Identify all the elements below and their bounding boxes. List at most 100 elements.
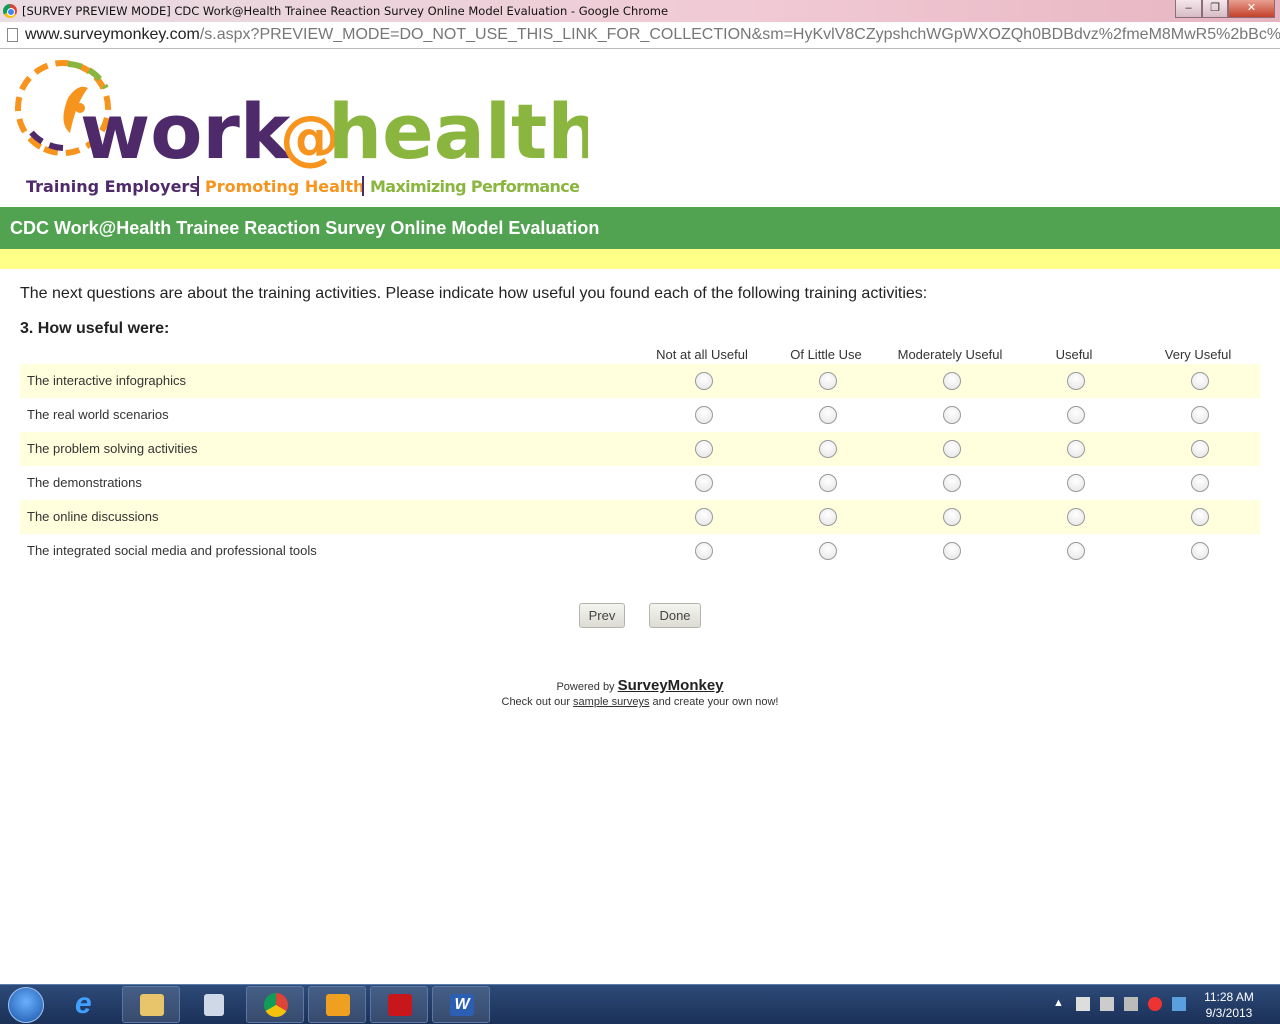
rating-radio[interactable]	[1191, 542, 1209, 560]
work-at-health-logo: work @ health Training Employers Promoti…	[8, 58, 601, 203]
column-header: Not at all Useful	[656, 347, 748, 362]
chrome-icon	[264, 993, 288, 1017]
rating-radio[interactable]	[695, 440, 713, 458]
rating-radio[interactable]	[1067, 508, 1085, 526]
rating-radio[interactable]	[819, 474, 837, 492]
close-button[interactable]: ✕	[1228, 0, 1275, 18]
show-hidden-icons[interactable]: ▲	[1053, 997, 1064, 1009]
url-text[interactable]: www.surveymonkey.com/s.aspx?PREVIEW_MODE…	[25, 26, 1280, 44]
rating-radio[interactable]	[695, 508, 713, 526]
matrix-row: The demonstrations	[20, 466, 1260, 500]
matrix-row: The real world scenarios	[20, 398, 1260, 432]
rating-radio[interactable]	[1191, 474, 1209, 492]
rating-radio[interactable]	[1067, 474, 1085, 492]
taskbar-chrome[interactable]	[246, 986, 304, 1023]
matrix-row: The online discussions	[20, 500, 1260, 534]
rating-radio[interactable]	[943, 508, 961, 526]
footer-promo: Check out our sample surveys and create …	[0, 696, 1280, 708]
taskbar-internet-explorer[interactable]: e	[60, 986, 118, 1023]
survey-title: CDC Work@Health Trainee Reaction Survey …	[0, 207, 1280, 249]
rating-radio[interactable]	[819, 542, 837, 560]
start-button[interactable]	[8, 987, 44, 1023]
promo-text-1: Check out our	[501, 696, 574, 708]
internet-explorer-icon: e	[75, 987, 92, 1020]
rating-radio[interactable]	[1191, 406, 1209, 424]
url-path: /s.aspx?PREVIEW_MODE=DO_NOT_USE_THIS_LIN…	[199, 26, 1280, 43]
taskbar-file-explorer[interactable]	[122, 986, 180, 1023]
svg-text:Promoting Health: Promoting Health	[205, 177, 364, 196]
row-label: The interactive infographics	[27, 373, 186, 388]
taskbar-calculator[interactable]	[184, 986, 242, 1023]
clock-date: 9/3/2013	[1205, 1006, 1253, 1020]
outlook-icon	[326, 994, 350, 1016]
powered-by: Powered by SurveyMonkey	[0, 677, 1280, 694]
rating-radio[interactable]	[695, 372, 713, 390]
folder-icon	[140, 994, 164, 1016]
promo-text-2: and create your own now!	[649, 696, 779, 708]
url-host: www.surveymonkey.com	[25, 26, 200, 43]
restore-button[interactable]: ❐	[1202, 0, 1228, 18]
rating-radio[interactable]	[819, 508, 837, 526]
action-center-flag-icon[interactable]	[1076, 997, 1090, 1011]
row-label: The demonstrations	[27, 475, 142, 490]
volume-muted-icon[interactable]	[1148, 997, 1162, 1011]
matrix-row: The problem solving activities	[20, 432, 1260, 466]
rating-radio[interactable]	[943, 372, 961, 390]
row-label: The integrated social media and professi…	[27, 543, 317, 558]
rating-radio[interactable]	[1067, 542, 1085, 560]
minimize-button[interactable]: –	[1175, 0, 1202, 18]
svg-text:Maximizing Performance: Maximizing Performance	[370, 177, 580, 196]
rating-radio[interactable]	[695, 406, 713, 424]
address-bar[interactable]: www.surveymonkey.com/s.aspx?PREVIEW_MODE…	[0, 22, 1280, 49]
logo-health: health	[328, 87, 588, 176]
column-header: Very Useful	[1164, 347, 1232, 362]
row-label: The online discussions	[27, 509, 159, 524]
power-icon[interactable]	[1100, 997, 1114, 1011]
svg-text:Training Employers: Training Employers	[26, 177, 199, 196]
taskbar: e W ▲ 11:28 AM 9/3/2013	[0, 984, 1280, 1024]
rating-radio[interactable]	[1067, 440, 1085, 458]
rating-radio[interactable]	[819, 440, 837, 458]
sample-surveys-link[interactable]: sample surveys	[573, 696, 650, 708]
powered-by-text: Powered by	[556, 681, 618, 693]
rating-radio[interactable]	[1191, 372, 1209, 390]
rating-radio[interactable]	[943, 440, 961, 458]
rating-radio[interactable]	[819, 406, 837, 424]
intro-text: The next questions are about the trainin…	[20, 285, 928, 302]
taskbar-word[interactable]: W	[432, 986, 490, 1023]
rating-radio[interactable]	[1067, 372, 1085, 390]
window-titlebar: [SURVEY PREVIEW MODE] CDC Work@Health Tr…	[0, 0, 1280, 22]
taskbar-adobe-reader[interactable]	[370, 986, 428, 1023]
window-title: [SURVEY PREVIEW MODE] CDC Work@Health Tr…	[22, 4, 669, 18]
rating-radio[interactable]	[943, 542, 961, 560]
question-title: 3. How useful were:	[20, 320, 170, 337]
column-header: Of Little Use	[790, 347, 862, 362]
yellow-band	[0, 249, 1280, 269]
clock[interactable]: 11:28 AM 9/3/2013	[1196, 989, 1262, 1021]
logo-at: @	[280, 103, 340, 173]
done-button[interactable]: Done	[649, 603, 701, 628]
logo-work: work	[80, 87, 292, 176]
row-label: The real world scenarios	[27, 407, 169, 422]
chrome-icon	[3, 4, 17, 18]
adobe-reader-icon	[388, 994, 412, 1016]
matrix-row: The integrated social media and professi…	[20, 534, 1260, 568]
rating-radio[interactable]	[943, 474, 961, 492]
taskbar-outlook[interactable]	[308, 986, 366, 1023]
dropbox-icon[interactable]	[1172, 997, 1186, 1011]
row-label: The problem solving activities	[27, 441, 198, 456]
rating-radio[interactable]	[1191, 508, 1209, 526]
network-icon[interactable]	[1124, 997, 1138, 1011]
rating-radio[interactable]	[819, 372, 837, 390]
rating-radio[interactable]	[943, 406, 961, 424]
rating-radio[interactable]	[695, 542, 713, 560]
column-header: Useful	[1055, 347, 1093, 362]
calculator-icon	[204, 994, 224, 1016]
rating-radio[interactable]	[1191, 440, 1209, 458]
rating-radio[interactable]	[1067, 406, 1085, 424]
rating-radio[interactable]	[695, 474, 713, 492]
page-icon	[7, 28, 18, 42]
prev-button[interactable]: Prev	[579, 603, 625, 628]
column-header: Moderately Useful	[897, 347, 1003, 362]
surveymonkey-link[interactable]: SurveyMonkey	[617, 677, 724, 694]
